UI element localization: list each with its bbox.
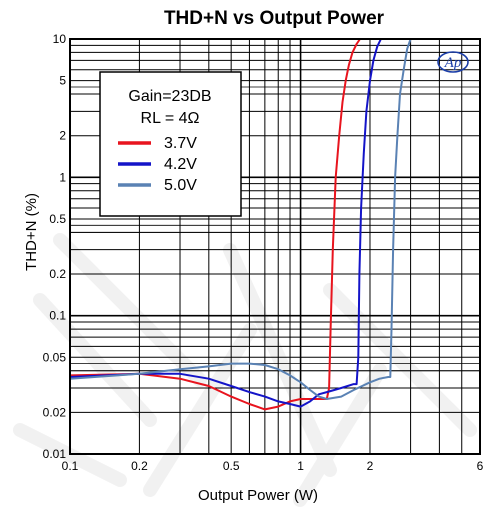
series-group	[69, 38, 412, 411]
y-tick-label: 0.05	[43, 350, 67, 364]
x-tick-label: 0.5	[223, 459, 240, 473]
y-tick-labels: 0.01 0.02 0.05 0.1 0.2 0.5 1 2 5 10	[43, 32, 67, 461]
series-line-4.2V	[69, 38, 382, 408]
y-tick-label: 2	[59, 129, 66, 143]
legend-entries: 3.7V 4.2V 5.0V	[118, 135, 197, 194]
y-tick-label: 5	[59, 74, 66, 88]
legend-label: 3.7V	[164, 135, 197, 152]
series-line-3.7V	[69, 38, 361, 411]
legend-label: 5.0V	[164, 177, 197, 194]
plot-frame	[69, 38, 481, 455]
chart-title: THD+N vs Output Power	[164, 8, 385, 29]
legend: Gain=23DB RL = 4Ω 3.7V 4.2V 5.0V	[99, 71, 242, 217]
legend-gain: Gain=23DB	[128, 88, 211, 105]
legend-load: RL = 4Ω	[141, 110, 200, 127]
y-tick-label: 0.1	[49, 309, 66, 323]
series-line-5.0V	[69, 38, 412, 400]
x-tick-label: 2	[367, 459, 374, 473]
y-tick-label: 0.01	[43, 447, 67, 461]
y-tick-label: 0.02	[43, 405, 67, 419]
y-tick-label: 1	[59, 170, 66, 184]
x-tick-label: 0.1	[62, 459, 79, 473]
watermark	[13, 233, 477, 507]
x-axis-label: Output Power (W)	[198, 487, 318, 504]
logo-ring-icon	[437, 51, 469, 73]
x-tick-labels: 0.1 0.2 0.5 1 2 6	[62, 459, 484, 473]
y-tick-label: 0.5	[49, 212, 66, 226]
y-tick-label: 0.2	[49, 267, 66, 281]
y-tick-label: 10	[53, 32, 67, 46]
ap-logo: Ap	[437, 51, 469, 73]
x-tick-label: 1	[297, 459, 304, 473]
logo-text: Ap	[444, 55, 462, 71]
y-axis-label: THD+N (%)	[23, 193, 40, 271]
x-tick-label: 6	[477, 459, 484, 473]
grid	[70, 39, 480, 454]
legend-label: 4.2V	[164, 156, 197, 173]
x-tick-label: 0.2	[131, 459, 148, 473]
